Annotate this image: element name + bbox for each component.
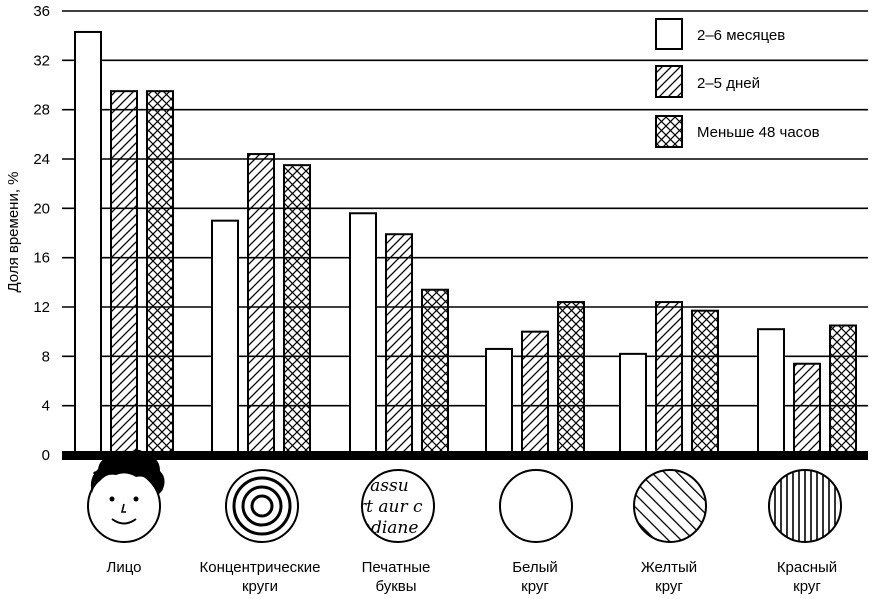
x-axis-baseline xyxy=(62,451,868,460)
y-axis-title: Доля времени, % xyxy=(5,171,22,292)
category-label: круг xyxy=(793,578,821,595)
y-axis-ticks: 0 4 8 12 16 20 24 28 32 36 xyxy=(33,3,50,464)
y-tick-label: 36 xyxy=(33,3,50,20)
bar xyxy=(691,309,719,457)
legend-swatch-plain xyxy=(655,18,683,50)
y-tick-label: 32 xyxy=(33,52,50,69)
category-label: Концентрические xyxy=(200,559,321,576)
y-tick-label: 24 xyxy=(33,151,50,168)
bar xyxy=(146,90,174,457)
y-tick-label: 28 xyxy=(33,102,50,119)
bar xyxy=(619,352,647,456)
bar xyxy=(793,362,821,457)
category-labels: Лицо Концентрические круги Печатные букв… xyxy=(107,559,838,595)
bar xyxy=(421,288,449,456)
category-label: круг xyxy=(521,578,549,595)
printed-letters-line: ndiane xyxy=(360,518,418,538)
legend-swatch-diagonal xyxy=(655,65,683,98)
category-label: Печатные xyxy=(362,559,431,576)
white-circle-icon xyxy=(499,469,573,543)
category-label: буквы xyxy=(375,578,416,595)
category-label: Лицо xyxy=(107,559,142,576)
bar xyxy=(247,153,275,456)
legend-label: Меньше 48 часов xyxy=(697,124,820,141)
category-label: Белый xyxy=(512,559,558,576)
category-label: круги xyxy=(242,578,278,595)
bar xyxy=(283,164,311,457)
bar xyxy=(485,347,513,456)
bar xyxy=(74,30,102,456)
face-icon xyxy=(87,449,165,543)
printed-letters-line: s assu xyxy=(356,476,409,496)
bar xyxy=(110,90,138,457)
concentric-circles-icon xyxy=(225,469,299,543)
bars xyxy=(74,30,857,457)
bar xyxy=(557,301,585,457)
category-label: Желтый xyxy=(641,559,697,576)
bar xyxy=(829,324,857,456)
legend: 2–6 месяцев 2–5 дней Меньше 48 часов xyxy=(655,18,820,148)
category-label: Красный xyxy=(777,559,837,576)
y-tick-label: 12 xyxy=(33,299,50,316)
y-tick-label: 0 xyxy=(42,447,50,464)
bar xyxy=(385,233,413,456)
legend-label: 2–5 дней xyxy=(697,75,760,92)
gridlines xyxy=(62,10,868,407)
y-tick-label: 20 xyxy=(33,200,50,217)
red-circle-icon xyxy=(768,469,842,543)
printed-letters-icon: s assu rt aur c ndiane xyxy=(356,469,435,543)
legend-swatch-crosshatch xyxy=(655,115,683,148)
bar xyxy=(655,301,683,457)
bar xyxy=(211,219,239,456)
y-tick-label: 4 xyxy=(42,398,50,415)
yellow-circle-icon xyxy=(633,469,707,543)
bar xyxy=(349,212,377,456)
y-tick-label: 16 xyxy=(33,250,50,267)
printed-letters-line: rt aur c xyxy=(358,497,423,517)
category-label: круг xyxy=(655,578,683,595)
legend-label: 2–6 месяцев xyxy=(697,27,785,44)
bar xyxy=(521,330,549,456)
bar xyxy=(757,328,785,457)
y-tick-label: 8 xyxy=(42,348,50,365)
